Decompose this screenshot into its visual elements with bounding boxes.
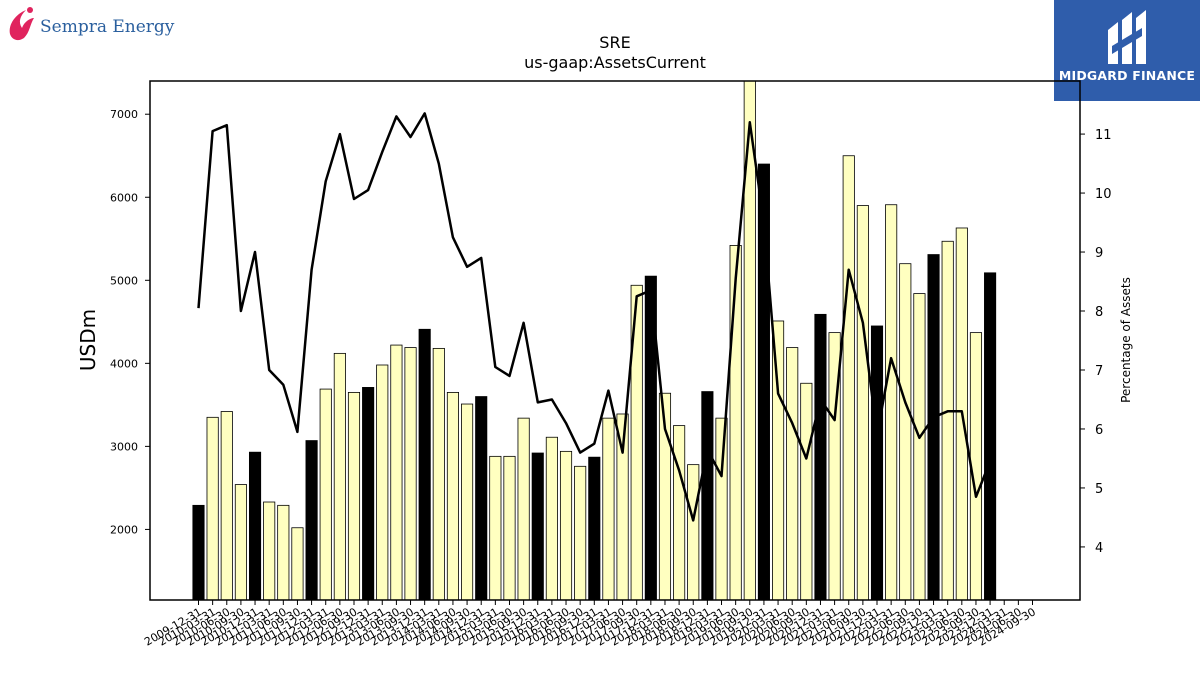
y-tick-label: 2000 <box>110 523 138 536</box>
bar-2011-09-30 <box>291 527 304 601</box>
y-right-tick-label: 6 <box>1095 423 1103 438</box>
bar-2021-09-30 <box>856 205 869 601</box>
midgard-finance-logo: MIDGARD FINANCE <box>1054 0 1200 101</box>
bar-2020-09-30 <box>800 382 813 601</box>
y-axis-left: 2000 3000 4000 5000 6000 7000 <box>110 108 150 536</box>
bar-2022-03-31 <box>885 204 898 601</box>
bar-2012-03-31 <box>319 388 332 601</box>
y-tick-label: 5000 <box>110 274 138 287</box>
percentage-line <box>197 112 992 522</box>
bar-2018-06-30 <box>673 425 686 601</box>
bar-2010-09-30 <box>234 484 247 601</box>
bar-2021-12-31 <box>870 325 884 601</box>
y-axis-right: 4 5 6 7 8 9 10 11 <box>1080 128 1112 556</box>
line-series <box>197 112 992 522</box>
bar-2012-09-30 <box>347 391 361 601</box>
bar-2021-06-30 <box>842 155 855 601</box>
bar-2013-06-30 <box>390 344 403 601</box>
bar-2010-03-31 <box>206 416 219 601</box>
bar-2015-06-30 <box>503 455 516 601</box>
chart-title: SRE <box>599 33 630 52</box>
bar-2016-06-30 <box>559 450 573 601</box>
midgard-logo-text: MIDGARD FINANCE <box>1058 68 1196 83</box>
bar-2018-09-30 <box>687 464 700 601</box>
y-axis-label-left: USDm <box>76 309 100 371</box>
plot-frame <box>149 80 1081 601</box>
y-right-tick-label: 7 <box>1095 364 1103 379</box>
bar-2019-06-30 <box>729 245 742 601</box>
bar-2022-09-30 <box>913 293 926 601</box>
bar-2014-06-30 <box>446 391 459 601</box>
y-tick-label: 7000 <box>110 108 138 121</box>
bar-2011-12-31 <box>305 440 318 601</box>
bar-2011-03-31 <box>263 501 276 601</box>
bar-2016-12-31 <box>588 456 601 601</box>
bar-2010-12-31 <box>248 451 262 601</box>
bar-2020-12-31 <box>814 313 827 601</box>
y-right-tick-label: 9 <box>1095 246 1103 261</box>
bar-2013-12-31 <box>418 328 431 601</box>
bar-2022-06-30 <box>899 263 912 601</box>
y-right-tick-label: 4 <box>1095 541 1103 556</box>
bar-2015-03-31 <box>489 455 502 601</box>
bar-2013-09-30 <box>404 347 417 601</box>
y-right-tick-label: 11 <box>1095 128 1112 143</box>
bar-2020-06-30 <box>786 347 799 601</box>
bar-2014-09-30 <box>461 403 474 601</box>
bar-2023-03-31 <box>941 240 954 601</box>
bar-2023-12-31 <box>984 272 997 601</box>
sempra-energy-logo: Sempra Energy <box>4 4 179 48</box>
bar-2016-03-31 <box>545 436 558 601</box>
bar-2010-06-30 <box>220 411 233 601</box>
bar-series <box>192 80 997 601</box>
y-axis-label-right: Percentage of Assets <box>1119 277 1133 403</box>
y-right-tick-label: 10 <box>1095 187 1112 202</box>
bar-2020-03-31 <box>772 320 785 601</box>
bar-2014-12-31 <box>475 396 488 601</box>
bar-2012-06-30 <box>333 352 346 601</box>
sempra-flame-icon <box>9 7 34 41</box>
y-tick-label: 4000 <box>110 357 138 370</box>
bar-2009-12-31 <box>192 504 205 601</box>
y-tick-label: 6000 <box>110 191 138 204</box>
bar-2019-03-31 <box>715 417 728 601</box>
y-tick-label: 3000 <box>110 440 138 453</box>
bar-2018-12-31 <box>701 391 714 601</box>
chart-subtitle: us-gaap:AssetsCurrent <box>524 53 706 72</box>
sempra-logo-text: Sempra Energy <box>40 17 175 37</box>
y-right-tick-label: 5 <box>1095 482 1103 497</box>
bar-2015-12-31 <box>531 452 544 601</box>
bar-2016-09-30 <box>574 465 587 601</box>
x-axis: 2009-12-312010-03-312010-06-302010-09-30… <box>142 600 1038 649</box>
bar-2015-09-30 <box>517 417 530 601</box>
bar-2013-03-31 <box>376 364 389 601</box>
midgard-emblem-icon <box>1108 10 1146 64</box>
bar-2012-12-31 <box>362 387 375 601</box>
bar-2014-03-31 <box>432 347 445 601</box>
bar-2011-06-30 <box>277 504 290 601</box>
bar-2017-03-31 <box>602 417 615 601</box>
bar-2022-12-31 <box>927 254 940 601</box>
y-right-tick-label: 8 <box>1095 305 1103 320</box>
